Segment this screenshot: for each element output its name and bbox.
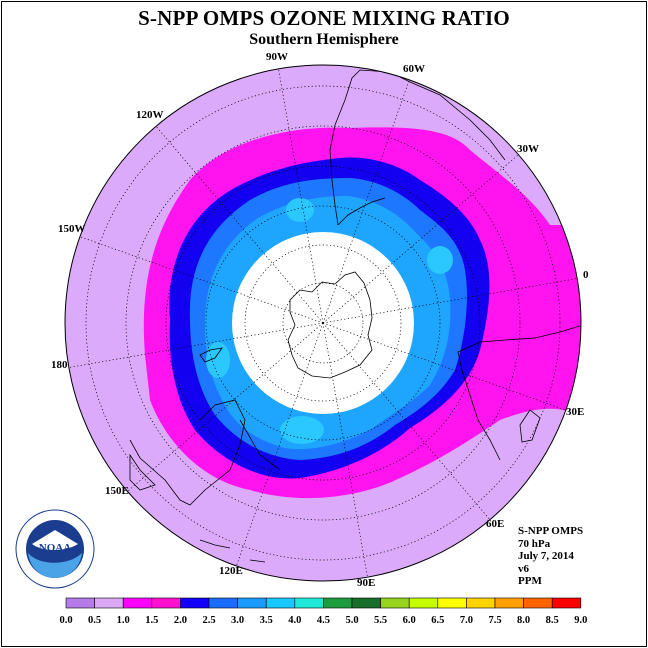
colorbar-swatch <box>523 597 553 609</box>
map-subtitle: Southern Hemisphere <box>249 31 399 48</box>
colorbar-tick-label: 4.0 <box>288 615 301 626</box>
colorbar-tick-label: 3.0 <box>231 615 244 626</box>
colorbar-swatch <box>237 597 267 609</box>
version-label: v6 <box>518 562 529 575</box>
colorbar-tick-label: 8.5 <box>546 615 559 626</box>
colorbar-tick-label: 4.5 <box>317 615 330 626</box>
noaa-logo-text: NOAA <box>39 542 71 554</box>
colorbar-swatch <box>122 597 153 609</box>
lon-label-90e: 90E <box>357 577 376 589</box>
pressure-level-label: 70 hPa <box>518 537 551 550</box>
colorbar-swatch <box>94 597 124 609</box>
colorbar-tick-label: 2.5 <box>202 615 215 626</box>
lon-label-120e: 120E <box>219 565 243 577</box>
colorbar-swatch <box>551 597 582 609</box>
colorbar-swatch <box>323 597 353 609</box>
ozone-band-3-0 <box>206 342 230 378</box>
graticule <box>65 65 581 581</box>
colorbar-swatch <box>265 597 296 609</box>
colorbar-swatch <box>437 597 467 609</box>
lon-label-60w: 60W <box>403 63 425 75</box>
colorbar-tick-label: 5.5 <box>374 615 387 626</box>
australia-coast <box>129 399 281 506</box>
ozone-band-3-0 <box>286 198 314 222</box>
colorbar-swatch <box>180 597 210 609</box>
new-guinea-coast <box>129 453 156 491</box>
south-america-coast <box>329 69 506 226</box>
lon-label-30w: 30W <box>517 143 539 155</box>
lon-label-90w: 90W <box>266 51 288 63</box>
colorbar-swatch <box>408 597 439 609</box>
colorbar-tick-label: 8.0 <box>517 615 530 626</box>
map-boundary <box>64 64 582 582</box>
colorbar-swatch <box>208 597 238 609</box>
noaa-logo: NOAA <box>14 508 96 590</box>
africa-coast <box>457 324 581 461</box>
colorbar-tick-label: 5.0 <box>345 615 358 626</box>
colorbar-tick-label: 3.5 <box>260 615 273 626</box>
ozone-band-3-0 <box>280 416 324 444</box>
colorbar-swatch <box>294 597 324 609</box>
colorbar-swatch <box>380 597 410 609</box>
coastlines <box>129 69 581 563</box>
colorbar: 0.0 0.5 1.0 1.5 2.0 2.5 3.0 3.5 4.0 4.5 5.0 5.5 6.0 6… <box>59 597 587 626</box>
instrument-label: S-NPP OMPS <box>518 525 584 537</box>
colorbar-tick-label: 7.0 <box>460 615 473 626</box>
ozone-band-3-0 <box>427 246 453 274</box>
colorbar-tick-label: 6.0 <box>403 615 416 626</box>
colorbar-tick-label: 7.5 <box>488 615 501 626</box>
colorbar-swatch <box>65 597 95 609</box>
lon-label-150w: 150W <box>58 223 86 235</box>
colorbar-swatch <box>151 597 181 609</box>
colorbar-swatch <box>466 597 496 609</box>
lon-label-120w: 120W <box>136 109 164 121</box>
date-label: July 7, 2014 <box>518 550 574 562</box>
colorbar-tick-label: 9.0 <box>574 615 587 626</box>
colorbar-tick-label: 2.0 <box>174 615 187 626</box>
lon-label-150e: 150E <box>105 485 129 497</box>
new-zealand-coast <box>199 347 223 363</box>
colorbar-tick-label: 1.0 <box>117 615 130 626</box>
madagascar-coast <box>519 409 541 443</box>
units-label: PPM <box>518 575 542 587</box>
noaa-logo-icon: NOAA <box>15 509 95 589</box>
lon-label-180: 180 <box>51 359 68 371</box>
lon-label-60e: 60E <box>486 518 505 530</box>
colorbar-tick-label: 6.5 <box>431 615 444 626</box>
colorbar-tick-label: 0.0 <box>59 615 72 626</box>
islands-coast <box>199 539 266 563</box>
map-title: S-NPP OMPS OZONE MIXING RATIO <box>138 6 510 30</box>
lon-label-0: 0 <box>583 269 589 281</box>
lon-label-30e: 30E <box>566 406 585 418</box>
colorbar-tick-label: 0.5 <box>88 615 101 626</box>
antarctica-coast <box>287 271 373 379</box>
metadata-block: S-NPP OMPS 70 hPa July 7, 2014 v6 PPM <box>518 525 583 588</box>
colorbar-swatch <box>351 597 381 609</box>
colorbar-swatch <box>494 597 524 609</box>
colorbar-tick-label: 1.5 <box>145 615 158 626</box>
